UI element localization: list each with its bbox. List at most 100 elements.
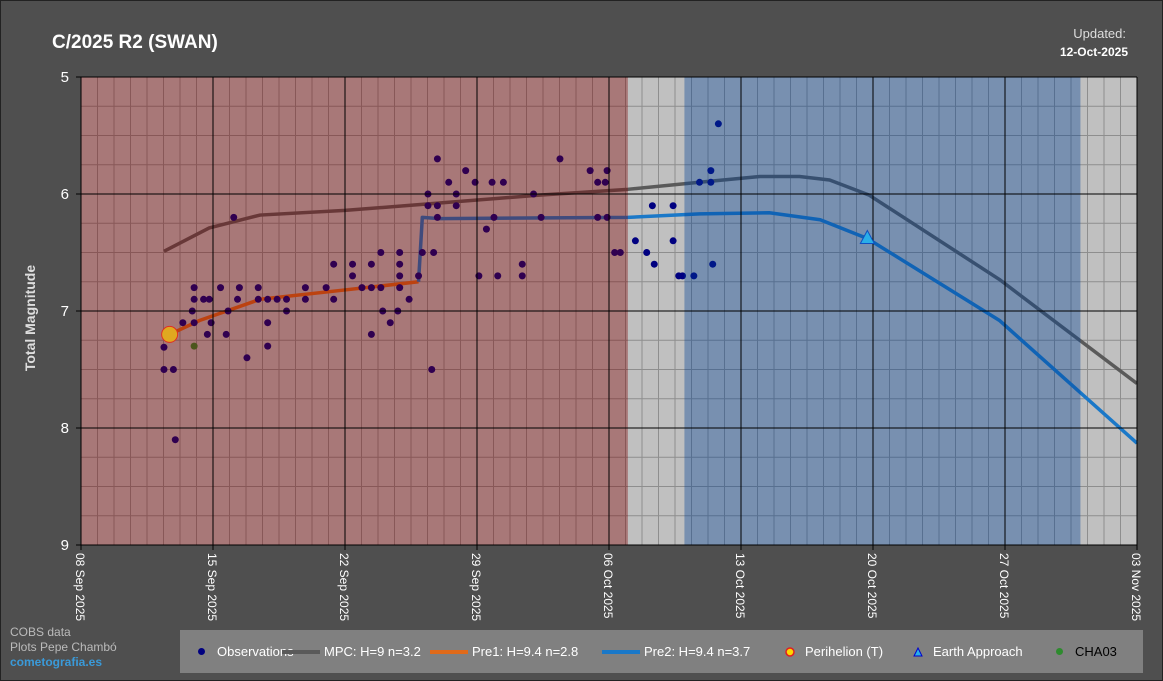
observation-point	[190, 295, 198, 303]
legend-pre2: Pre2: H=9.4 n=3.7	[602, 630, 750, 673]
observation-point	[396, 260, 404, 268]
observation-point	[452, 202, 460, 210]
observation-point	[200, 295, 208, 303]
observation-point	[322, 284, 330, 292]
x-tick-label: 22 Sep 2025	[337, 553, 351, 621]
x-tick-label: 20 Oct 2025	[865, 553, 879, 619]
mpc-line-icon	[282, 649, 320, 654]
x-tick-label: 27 Oct 2025	[997, 553, 1011, 619]
observation-point	[330, 295, 338, 303]
observation-point	[709, 260, 717, 268]
observation-point	[690, 272, 698, 280]
observation-point	[488, 178, 496, 186]
observation-point	[367, 284, 375, 292]
observation-point	[462, 167, 470, 175]
observation-point	[217, 284, 225, 292]
observation-point	[650, 260, 658, 268]
observation-point	[190, 284, 198, 292]
observation-point	[594, 178, 602, 186]
observation-point	[222, 330, 230, 338]
observation-point	[264, 295, 272, 303]
observation-point	[377, 284, 385, 292]
legend-label: Pre1: H=9.4 n=2.8	[472, 644, 579, 659]
x-tick-label: 06 Oct 2025	[601, 553, 615, 619]
observation-point	[537, 213, 545, 221]
observation-point	[160, 343, 168, 351]
cha03-dot-icon	[1056, 648, 1063, 655]
observation-point	[367, 330, 375, 338]
x-tick-label: 29 Sep 2025	[469, 553, 483, 621]
series-line-pre2	[416, 210, 1139, 445]
observation-point	[611, 249, 619, 256]
observation-point	[330, 260, 338, 268]
observation-point	[631, 237, 639, 245]
observation-point	[171, 436, 179, 444]
credits-site-link[interactable]: cometografia.es	[10, 655, 103, 669]
observation-point	[396, 284, 404, 292]
observation-point	[586, 167, 594, 175]
observation-point	[349, 260, 357, 268]
y-tick-label: 5	[61, 69, 69, 86]
observation-point	[445, 178, 453, 186]
pre2-line-icon	[602, 649, 640, 654]
updated-date: 12-Oct-2025	[1059, 45, 1128, 59]
observation-point	[235, 284, 243, 292]
observation-point	[482, 225, 490, 233]
observation-point	[679, 272, 687, 280]
credits-author: Plots Pepe Chambó	[10, 640, 117, 654]
observation-point	[283, 295, 291, 303]
observation-point	[367, 260, 375, 268]
observation-point	[418, 249, 426, 256]
observation-point	[714, 120, 722, 128]
observation-point	[301, 295, 309, 303]
observation-point	[386, 319, 394, 327]
observation-point	[179, 319, 187, 327]
observation-point	[415, 272, 423, 280]
legend-perihelion: Perihelion (T)	[785, 630, 883, 673]
observation-point	[203, 330, 211, 338]
earth-approach-marker	[859, 229, 876, 244]
x-tick-label: 08 Sep 2025	[73, 553, 87, 621]
observation-point	[377, 249, 385, 256]
series-line-mpc	[163, 174, 1139, 385]
observation-point	[556, 155, 564, 163]
observation-dot-icon	[198, 648, 205, 655]
observation-point	[643, 249, 651, 256]
observation-point	[160, 366, 168, 373]
observation-point	[396, 272, 404, 280]
legend-label: Perihelion (T)	[805, 644, 884, 659]
legend-label: Earth Approach	[933, 644, 1023, 659]
updated-label: Updated:	[1073, 26, 1126, 41]
observation-point	[433, 202, 441, 210]
observation-point	[428, 366, 436, 373]
observation-point	[616, 249, 624, 256]
observation-point	[518, 260, 526, 268]
observation-point	[190, 319, 198, 327]
observation-point	[205, 295, 213, 303]
observation-point	[273, 295, 281, 303]
legend: Observations MPC: H=9 n=3.2 Pre1: H=9.4 …	[180, 630, 1143, 673]
observation-point	[169, 366, 177, 373]
legend-observations: Observations	[198, 630, 294, 673]
observation-point	[648, 202, 656, 210]
observation-point	[405, 295, 413, 303]
observation-point	[601, 178, 609, 186]
y-tick-label: 8	[61, 420, 69, 437]
perihelion-marker	[161, 325, 179, 343]
observation-point	[669, 237, 677, 245]
pre1-line-icon	[430, 649, 468, 654]
observation-point	[490, 213, 498, 221]
y-tick-label: 7	[61, 303, 69, 320]
legend-label: Observations	[217, 644, 294, 659]
observation-point	[499, 178, 507, 186]
x-tick-label: 15 Sep 2025	[205, 553, 219, 621]
x-tick-label: 03 Nov 2025	[1129, 553, 1143, 621]
observation-point	[594, 213, 602, 221]
observation-point	[254, 284, 262, 292]
triangle-icon	[913, 646, 923, 656]
credits-source: COBS data	[10, 625, 71, 639]
observation-point	[254, 295, 262, 303]
chart-title: C/2025 R2 (SWAN)	[52, 32, 218, 53]
observation-point	[518, 272, 526, 280]
